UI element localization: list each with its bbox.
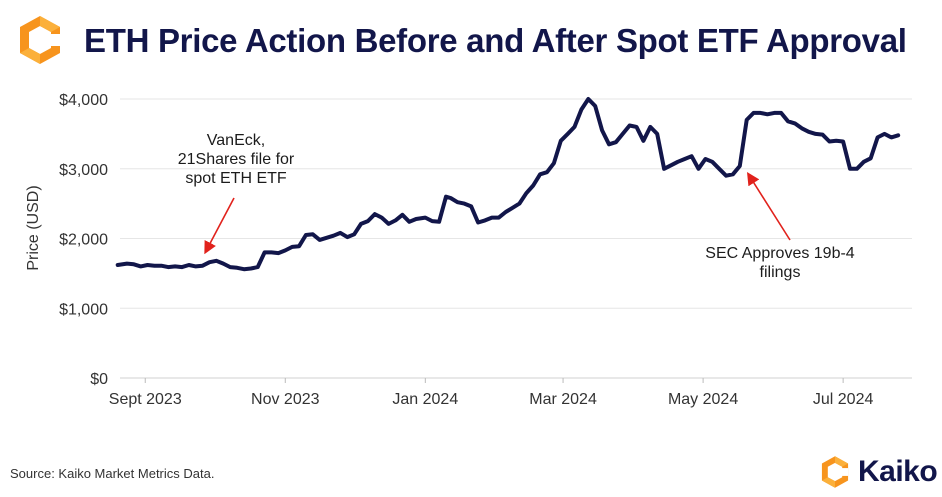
x-tick-label: Mar 2024 [529,391,597,408]
y-tick-label: $0 [90,371,108,388]
annotation-text: filings [760,264,801,281]
kaiko-logo-icon [20,16,60,64]
y-tick-labels: $0 $1,000 $2,000 $3,000 $4,000 [59,92,108,388]
x-tick-label: Jan 2024 [392,391,458,408]
x-tick-labels: Sept 2023 Nov 2023 Jan 2024 Mar 2024 May 202… [109,378,874,408]
y-tick-label: $1,000 [59,301,108,318]
annotation-text: VanEck, [207,132,265,149]
brand-logo: Kaiko [818,452,938,492]
annotation-text: SEC Approves 19b-4 [705,245,855,262]
x-tick-label: Nov 2023 [251,391,320,408]
y-tick-label: $3,000 [59,162,108,179]
series-layer [115,97,901,272]
y-tick-label: $4,000 [59,92,108,109]
annotation-arrow [747,172,791,241]
x-tick-label: Sept 2023 [109,391,182,408]
source-note: Source: Kaiko Market Metrics Data. [10,466,215,481]
brand-name: Kaiko [858,455,938,488]
annotation-layer: VanEck, 21Shares file for spot ETH ETF SEC … [178,132,855,281]
annotation-text: spot ETH ETF [185,170,287,187]
page-title: ETH Price Action Before and After Spot E… [84,22,907,59]
y-tick-label: $2,000 [59,232,108,249]
y-axis-label: Price (USD) [25,185,42,270]
x-tick-label: May 2024 [668,391,738,408]
grid-layer [120,98,912,379]
annotation-text: 21Shares file for [178,151,295,168]
x-tick-label: Jul 2024 [813,391,874,408]
kaiko-logo-icon [821,456,849,488]
eth-price-line [115,97,901,272]
annotation-arrow [204,197,235,255]
